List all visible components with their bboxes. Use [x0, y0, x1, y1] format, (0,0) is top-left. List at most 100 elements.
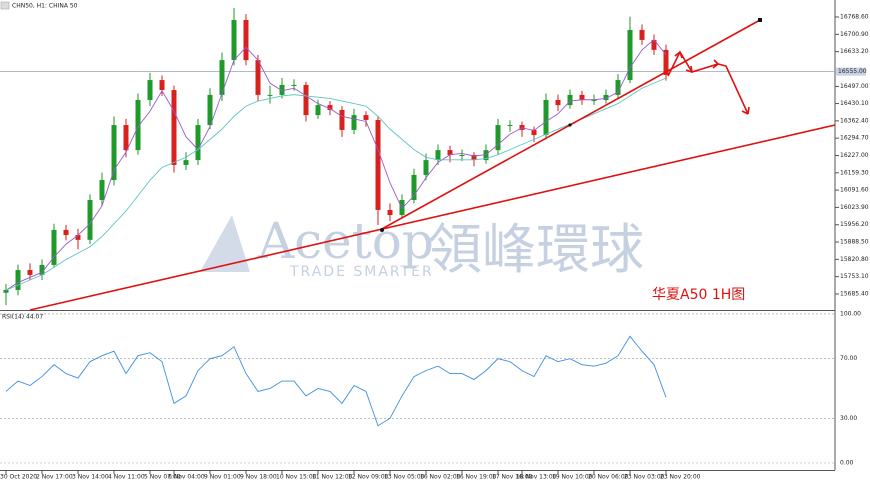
candle-body: [255, 60, 261, 95]
moving-average: [5, 39, 667, 291]
symbol-icon: [0, 1, 10, 10]
x-tick-label: 9 Nov 18:00: [240, 474, 277, 481]
x-tick-label: 30 Oct 2020: [0, 474, 37, 481]
y-tick-label: 70.00: [840, 355, 857, 362]
candle-body: [411, 174, 417, 200]
candle-body: [639, 29, 645, 40]
x-tick-label: 6 Nov 04:00: [168, 474, 205, 481]
y-tick-label: 16497.00: [840, 83, 869, 90]
y-tick-label: 16091.60: [840, 187, 869, 194]
watermark-brand: Acetop: [257, 212, 434, 270]
x-tick-label: 4 Nov 11:00: [108, 474, 145, 481]
current-price-label: 16555.00: [838, 68, 867, 75]
candle-body: [627, 29, 633, 81]
candle-body: [567, 94, 573, 106]
y-tick-label: 16430.10: [840, 100, 869, 107]
candle-body: [123, 125, 129, 151]
x-tick-label: 9 Nov 01:00: [204, 474, 241, 481]
candle-body: [207, 94, 213, 126]
y-tick-label: 16227.00: [840, 152, 869, 159]
watermark-chinese: 領峰環球: [428, 218, 644, 281]
moving-average: [5, 77, 667, 291]
x-tick-label: 18 Nov 13:00: [516, 474, 557, 481]
candle-body: [99, 180, 105, 200]
rsi-line: [5, 335, 667, 427]
candle-body: [387, 209, 393, 216]
x-tick-label: 10 Nov 15:00: [276, 474, 317, 481]
candle-body: [495, 125, 501, 151]
y-tick-label: 16023.90: [840, 204, 869, 211]
arrow-head: [674, 51, 750, 115]
anchor-point: [758, 18, 762, 22]
x-tick-label: 3 Nov 14:00: [72, 474, 109, 481]
trend-line: [29, 124, 836, 311]
x-tick-label: 13 Nov 05:00: [384, 474, 425, 481]
drawings: 华夏A50 1H图: [29, 18, 836, 311]
candle-body: [375, 119, 381, 210]
candle-body: [195, 125, 201, 161]
chart-title: CHN50, H1: CHINA 50: [12, 3, 78, 10]
watermark-logo: [200, 215, 250, 272]
candle-body: [327, 105, 333, 110]
candle-body: [531, 129, 537, 136]
candle-body: [243, 19, 249, 61]
candle-body: [267, 94, 273, 96]
y-tick-label: 16362.40: [840, 117, 869, 124]
frame: [0, 0, 836, 471]
candle-body: [447, 150, 453, 155]
y-tick-label: 16700.90: [840, 31, 869, 38]
candle-body: [87, 199, 93, 240]
candle-body: [435, 150, 441, 161]
candle-body: [279, 84, 285, 95]
anchor-point: [568, 123, 572, 127]
y-tick-label: 15685.40: [840, 290, 869, 297]
x-tick-label: 19 Nov 10:00: [552, 474, 593, 481]
watermark: Acetop 領峰環球 TRADE SMARTER: [200, 212, 644, 281]
anchor-point: [380, 228, 384, 232]
x-tick-label: 23 Nov 20:00: [660, 474, 701, 481]
candle-body: [75, 235, 81, 240]
candle-body: [339, 109, 345, 130]
candle-body: [315, 105, 321, 116]
candle-body: [543, 100, 549, 136]
x-tick-label: 20 Nov 06:00: [588, 474, 629, 481]
candle-body: [27, 270, 33, 275]
candle-body: [111, 125, 117, 181]
watermark-tagline: TRADE SMARTER: [289, 264, 434, 280]
indicator-title: RSI(14) 44.07: [2, 314, 43, 321]
y-tick-label: 0.00: [840, 459, 854, 466]
x-tick-label: 2 Nov 17:00: [36, 474, 73, 481]
candle-body: [423, 160, 429, 175]
plot: 16768.60 16700.90 16633.20 16497.00 16430.10…: [0, 7, 869, 481]
y-tick-label: 15956.20: [840, 221, 869, 228]
y-tick-label: 16633.20: [840, 48, 869, 55]
x-tick-label: 23 Nov 03:00: [624, 474, 665, 481]
candle-body: [591, 100, 597, 102]
forecast-path: [667, 50, 749, 115]
x-tick-label: 17 Nov 16:00: [492, 474, 533, 481]
candle-body: [555, 100, 561, 106]
current-price-box: [836, 67, 866, 76]
candle-body: [15, 270, 21, 290]
x-tick-label: 5 Nov 07:00: [144, 474, 181, 481]
candle-body: [39, 264, 45, 275]
candle-body: [147, 80, 153, 101]
candle-body: [615, 80, 621, 95]
y-tick-label: 16294.70: [840, 135, 869, 142]
candle-body: [51, 229, 57, 265]
candle-body: [219, 60, 225, 95]
candle-body: [471, 154, 477, 161]
candle-body: [459, 154, 465, 156]
candle-body: [363, 115, 369, 120]
x-tick-label: 16 Nov 02:00: [420, 474, 461, 481]
candle-body: [663, 49, 669, 75]
candle-body: [159, 80, 165, 91]
y-tick-label: 16768.60: [840, 14, 869, 21]
y-tick-label: 30.00: [840, 415, 857, 422]
y-tick-label: 100.00: [840, 310, 861, 317]
candle-body: [507, 125, 513, 127]
candle-body: [231, 19, 237, 61]
x-tick-label: 16 Nov 19:00: [456, 474, 497, 481]
y-tick-label: 15753.10: [840, 273, 869, 280]
